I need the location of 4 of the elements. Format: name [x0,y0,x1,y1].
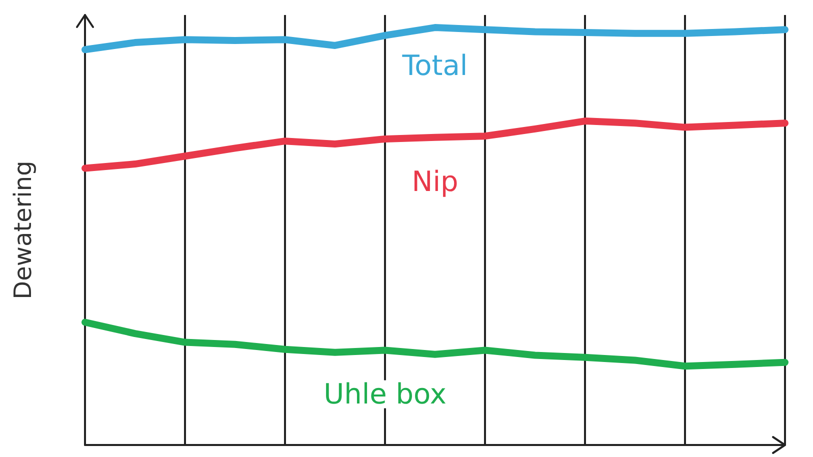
series-label: Uhle box [324,378,446,411]
y-axis-title: Dewatering [9,160,37,300]
series-label: Total [401,49,468,82]
series-label: Nip [412,164,458,198]
